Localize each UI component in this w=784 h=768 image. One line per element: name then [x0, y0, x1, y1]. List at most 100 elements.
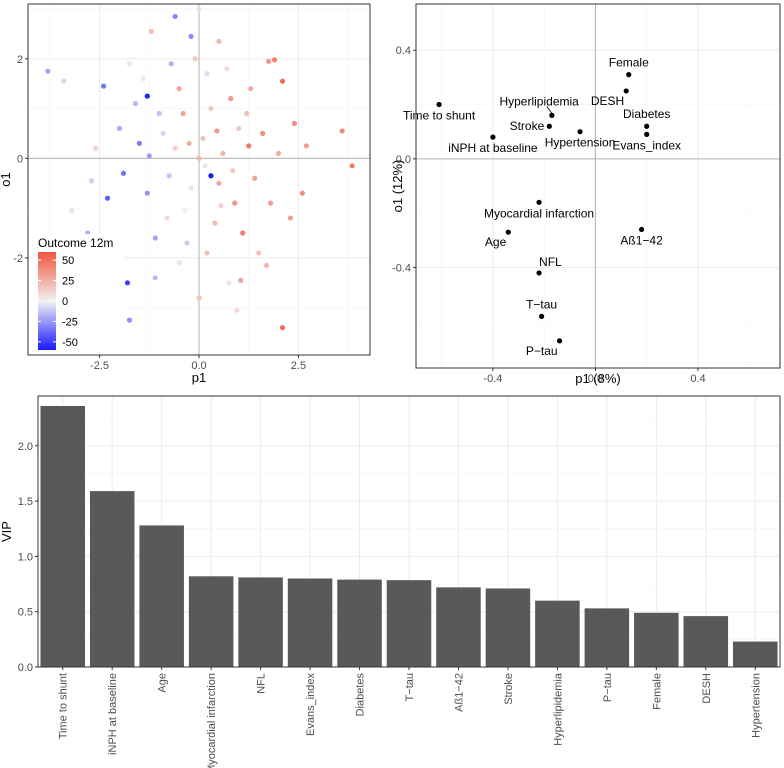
score-point	[248, 86, 254, 92]
score-point	[204, 71, 210, 77]
score-point	[89, 178, 95, 184]
loading-point	[577, 129, 583, 135]
score-point	[45, 68, 51, 74]
vip-bar	[287, 578, 333, 667]
vip-x-tick-label: Hyperlipidemia	[552, 672, 564, 746]
score-point	[152, 275, 158, 281]
score-point	[168, 61, 174, 67]
score-legend-tick-label: 0	[62, 296, 68, 308]
loading-point-label: Age	[485, 235, 507, 249]
vip-bar	[436, 587, 481, 667]
loading-x-tick-label: -0.4	[483, 373, 502, 385]
score-point	[226, 280, 232, 286]
score-point	[291, 120, 298, 127]
loading-y-tick-label: 0.4	[396, 45, 411, 57]
score-point	[126, 61, 133, 67]
score-point	[228, 95, 234, 102]
score-y-tick-label: -2	[13, 253, 23, 265]
vip-bar	[139, 525, 184, 667]
score-point	[61, 78, 67, 84]
vip-bar	[683, 616, 729, 667]
score-point	[176, 86, 182, 92]
loading-point	[556, 338, 563, 344]
score-point	[93, 145, 99, 151]
score-y-tick-label: 2	[17, 54, 23, 66]
score-point	[200, 135, 206, 142]
score-point	[182, 208, 188, 214]
vip-x-tick-label: Hypertension	[750, 673, 762, 738]
vip-bar	[89, 491, 135, 667]
vip-y-tick-label: 0.5	[18, 607, 33, 619]
score-x-tick-label: 2.5	[291, 360, 306, 372]
score-point	[216, 180, 222, 186]
score-point	[196, 155, 202, 161]
score-point	[230, 168, 236, 174]
vip-x-tick-label: Myocardial infarction	[206, 673, 218, 768]
score-y-axis-title: o1	[0, 172, 13, 186]
score-point	[176, 260, 182, 266]
score-color-legend: Outcome 12m 50 25 0 -25 -50	[33, 234, 125, 352]
score-point	[265, 58, 272, 64]
score-point	[234, 307, 240, 313]
score-point	[264, 262, 270, 268]
score-point	[271, 57, 278, 63]
score-y-tick-label: 0	[17, 153, 23, 165]
score-point	[339, 128, 345, 134]
score-legend-tick-label: -50	[62, 337, 78, 349]
score-point	[100, 83, 107, 89]
vip-y-tick-label: 2.0	[18, 441, 33, 453]
vip-x-tick-label: Female	[651, 673, 663, 710]
loading-point-label: Female	[609, 56, 649, 70]
score-point	[252, 175, 258, 181]
vip-y-tick-label: 0.0	[18, 662, 33, 674]
score-point	[196, 6, 202, 12]
loading-point	[546, 123, 552, 129]
loading-point-label: Hyperlipidemia	[499, 94, 579, 108]
score-point	[287, 215, 294, 221]
loading-point	[549, 112, 555, 118]
loading-y-tick-label: -0.4	[392, 262, 411, 274]
loading-point	[644, 123, 650, 129]
score-point	[216, 38, 222, 44]
loading-point-label: iNPH at baseline	[448, 141, 538, 155]
score-point	[120, 170, 127, 176]
vip-bar	[485, 588, 531, 667]
score-point	[186, 140, 192, 147]
loading-point-label: NFL	[539, 255, 562, 269]
score-point	[218, 203, 224, 209]
vip-bar	[535, 600, 580, 667]
score-plot-panel: -2.5 0.0 2.5 -2 0 2 p1 o1 Outcome 12m 50 25 0 -25 -50	[0, 3, 371, 385]
score-point	[303, 143, 309, 149]
loading-label-leader-line	[546, 106, 553, 114]
score-point	[236, 125, 242, 132]
loading-point	[536, 199, 542, 205]
vip-x-tick-label: P−tau	[602, 673, 614, 702]
vip-x-tick-label: Evans_index	[305, 673, 317, 736]
loading-y-axis-title: o1 (12%)	[390, 160, 405, 213]
score-point	[246, 143, 252, 149]
loading-point-label: Myocardial infarction	[484, 206, 594, 220]
vip-x-tick-label: Time to shunt	[58, 673, 70, 739]
vip-bar	[386, 580, 432, 667]
vip-x-tick-label: iNPH at baseline	[107, 673, 119, 755]
loading-point	[436, 101, 442, 108]
score-point	[124, 280, 131, 286]
vip-x-tick-label: NFL	[256, 673, 268, 694]
score-point	[212, 220, 218, 226]
loading-point-label: Evans_index	[612, 138, 681, 152]
score-point	[244, 110, 250, 117]
score-legend-colorbar	[38, 252, 56, 350]
vip-bar	[337, 579, 382, 667]
score-point	[349, 163, 355, 169]
loading-point	[638, 226, 645, 233]
score-point	[156, 110, 162, 117]
loading-x-axis-title: p1 (8%)	[575, 371, 621, 386]
score-point	[172, 145, 178, 151]
score-point	[126, 317, 133, 323]
loading-x-tick-label: 0.0	[588, 373, 603, 385]
score-point	[164, 215, 170, 221]
score-point	[224, 66, 230, 72]
score-point	[184, 240, 190, 246]
score-point	[104, 195, 111, 201]
